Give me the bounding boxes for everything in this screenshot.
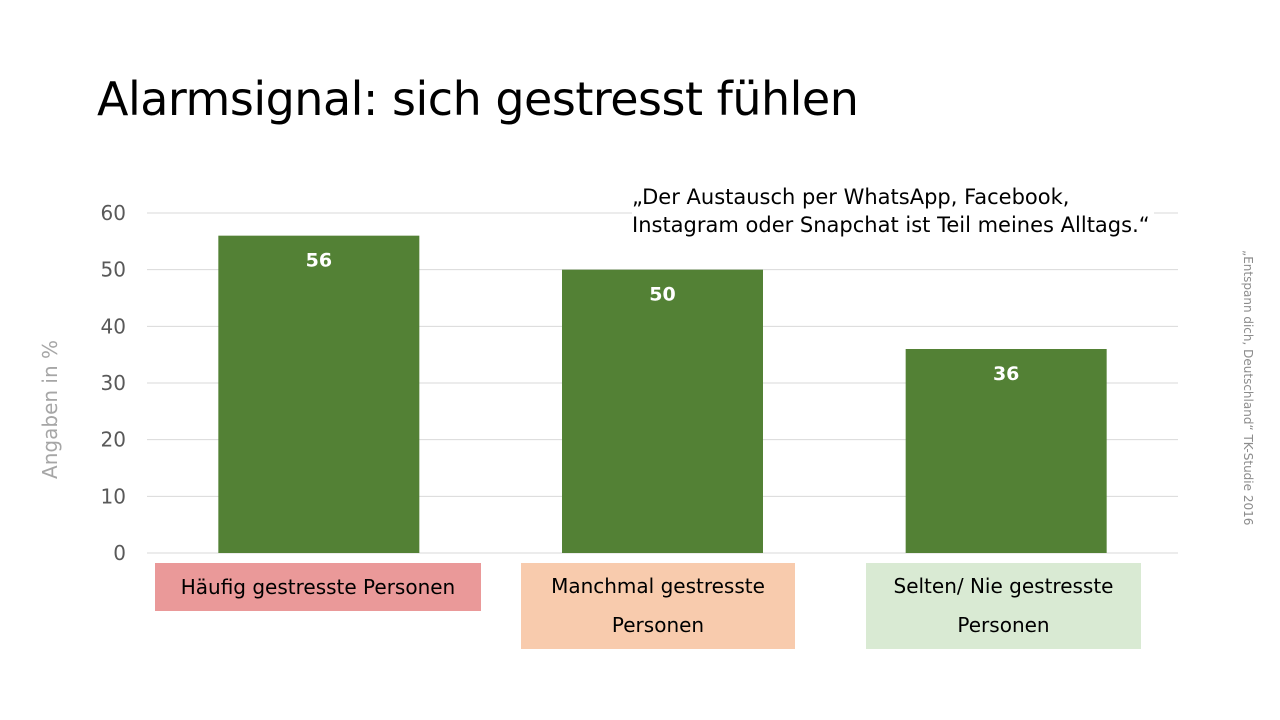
quote-annotation: „Der Austausch per WhatsApp, Facebook, I…: [632, 183, 1154, 239]
bar-data-label: 36: [993, 363, 1019, 385]
bar: [905, 349, 1107, 553]
bar: [218, 235, 420, 553]
slide-title: Alarmsignal: sich gestresst fühlen: [97, 72, 859, 126]
category-label: Selten/ Nie gestresste Personen: [866, 563, 1141, 649]
category-label: Manchmal gestresste Personen: [521, 563, 795, 649]
bar-data-label: 50: [649, 284, 675, 306]
quote-line-2: Instagram oder Snapchat ist Teil meines …: [632, 213, 1150, 237]
bar-data-label: 56: [306, 250, 332, 272]
y-tick-label: 60: [101, 201, 126, 225]
source-note: „Entspann dich, Deutschland“ TK-Studie 2…: [1241, 250, 1255, 526]
y-tick-label: 20: [101, 428, 126, 452]
y-tick-label: 0: [113, 541, 126, 565]
bar: [562, 269, 763, 553]
quote-line-1: „Der Austausch per WhatsApp, Facebook,: [632, 185, 1070, 209]
y-tick-label: 50: [101, 258, 126, 282]
y-tick-label: 10: [101, 484, 126, 508]
y-tick-label: 40: [101, 314, 126, 338]
category-label: Häufig gestresste Personen: [155, 563, 481, 611]
y-tick-label: 30: [101, 371, 126, 395]
